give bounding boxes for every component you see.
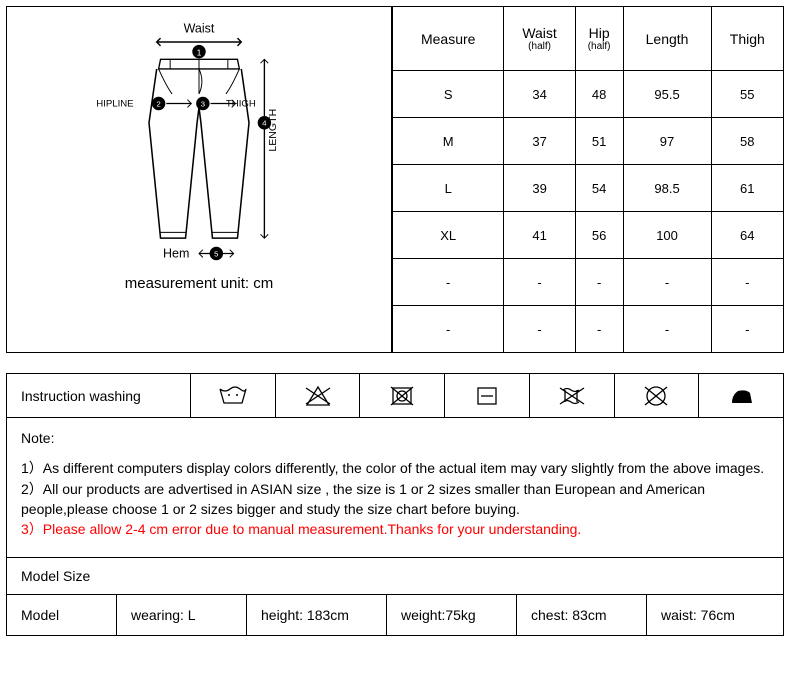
header-thigh: Thigh: [711, 7, 783, 71]
note-line-1: 1）As different computers display colors …: [21, 458, 769, 478]
cell: 98.5: [623, 165, 711, 212]
note-line-2: 2）All our products are advertised in ASI…: [21, 479, 769, 520]
no-dryclean-icon: [615, 374, 700, 417]
model-title: Model Size: [7, 558, 783, 595]
cell: 39: [504, 165, 575, 212]
note-box: Note: 1）As different computers display c…: [7, 418, 783, 558]
cell: -: [623, 306, 711, 353]
cell: 95.5: [623, 71, 711, 118]
table-row: L 39 54 98.5 61: [393, 165, 784, 212]
cell: 64: [711, 212, 783, 259]
wash-icon: [191, 374, 276, 417]
svg-text:Hem: Hem: [163, 246, 189, 260]
cell: XL: [393, 212, 504, 259]
svg-text:HIPLINE: HIPLINE: [96, 98, 133, 109]
cell: 56: [575, 212, 623, 259]
cell: -: [575, 259, 623, 306]
header-waist: Waist(half): [504, 7, 575, 71]
note-line-3: 3）Please allow 2-4 cm error due to manua…: [21, 519, 769, 539]
pants-diagram: Waist 1 HIPLINE 2: [59, 17, 339, 267]
note-title: Note:: [21, 428, 769, 448]
cell: L: [393, 165, 504, 212]
bottom-panel: Instruction washing Note: 1）As different…: [6, 373, 784, 636]
wash-row: Instruction washing: [7, 374, 783, 418]
dry-flat-icon: [445, 374, 530, 417]
cell: 34: [504, 71, 575, 118]
cell: 55: [711, 71, 783, 118]
iron-icon: [699, 374, 783, 417]
cell: M: [393, 118, 504, 165]
table-row: - - - - -: [393, 259, 784, 306]
table-row: M 37 51 97 58: [393, 118, 784, 165]
model-cell: weight:75kg: [387, 595, 517, 635]
svg-text:5: 5: [214, 249, 218, 258]
diagram-panel: Waist 1 HIPLINE 2: [6, 6, 392, 353]
no-bleach-icon: [276, 374, 361, 417]
model-cell: Model: [7, 595, 117, 635]
unit-text: measurement unit: cm: [17, 275, 381, 292]
svg-text:3: 3: [201, 99, 205, 108]
table-row: XL 41 56 100 64: [393, 212, 784, 259]
cell: 41: [504, 212, 575, 259]
cell: -: [393, 306, 504, 353]
header-measure: Measure: [393, 7, 504, 71]
waist-label: Waist: [184, 21, 215, 35]
cell: -: [504, 306, 575, 353]
cell: 100: [623, 212, 711, 259]
svg-text:2: 2: [156, 99, 160, 108]
table-row: S 34 48 95.5 55: [393, 71, 784, 118]
cell: 61: [711, 165, 783, 212]
cell: 54: [575, 165, 623, 212]
cell: 48: [575, 71, 623, 118]
cell: 58: [711, 118, 783, 165]
model-cell: height: 183cm: [247, 595, 387, 635]
header-length: Length: [623, 7, 711, 71]
size-table: Measure Waist(half) Hip(half) Length Thi…: [392, 6, 784, 353]
header-hip: Hip(half): [575, 7, 623, 71]
cell: -: [393, 259, 504, 306]
svg-text:1: 1: [197, 47, 202, 57]
no-tumble-icon: [360, 374, 445, 417]
cell: -: [711, 259, 783, 306]
cell: -: [575, 306, 623, 353]
model-row: Model wearing: L height: 183cm weight:75…: [7, 595, 783, 635]
cell: S: [393, 71, 504, 118]
model-cell: wearing: L: [117, 595, 247, 635]
model-cell: waist: 76cm: [647, 595, 783, 635]
cell: 51: [575, 118, 623, 165]
cell: -: [623, 259, 711, 306]
table-row: - - - - -: [393, 306, 784, 353]
svg-text:LENGTH: LENGTH: [267, 109, 279, 152]
cell: -: [711, 306, 783, 353]
model-cell: chest: 83cm: [517, 595, 647, 635]
no-wring-icon: [530, 374, 615, 417]
cell: 37: [504, 118, 575, 165]
table-header-row: Measure Waist(half) Hip(half) Length Thi…: [393, 7, 784, 71]
cell: 97: [623, 118, 711, 165]
wash-label: Instruction washing: [7, 374, 191, 417]
cell: -: [504, 259, 575, 306]
